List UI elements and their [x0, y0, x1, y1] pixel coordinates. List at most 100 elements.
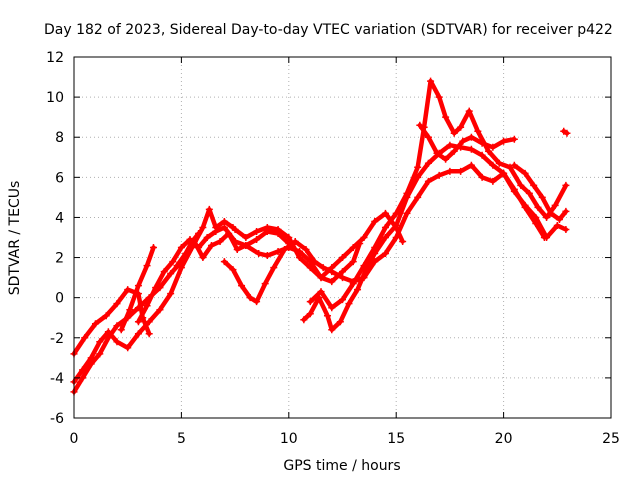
- data-point-marker: [160, 268, 168, 276]
- data-point-marker: [392, 221, 400, 229]
- data-point-marker: [113, 300, 121, 308]
- data-point-marker: [457, 123, 465, 131]
- data-point-marker: [543, 213, 551, 221]
- data-point-marker: [296, 254, 304, 262]
- data-point-marker: [143, 262, 151, 270]
- data-point-marker: [349, 280, 357, 288]
- data-point-marker: [354, 286, 362, 294]
- data-point-marker: [281, 246, 289, 254]
- data-point-marker: [349, 244, 357, 252]
- data-point-marker: [126, 306, 134, 314]
- data-point-marker: [306, 298, 314, 306]
- data-point-marker: [474, 127, 482, 135]
- data-point-marker: [339, 254, 346, 262]
- data-point-marker: [261, 280, 269, 288]
- data-point-marker: [79, 374, 87, 382]
- data-point-marker: [253, 298, 261, 306]
- data-point-marker: [246, 294, 254, 302]
- y-tick-labels: -6 -4 -2 0 2 4 6 8 10 12: [46, 50, 64, 427]
- x-axis-label: GPS time / hours: [283, 458, 400, 474]
- data-point-marker: [339, 296, 346, 304]
- data-point-marker: [143, 302, 151, 310]
- data-point-marker: [478, 173, 486, 181]
- data-point-marker: [336, 318, 344, 326]
- data-point-marker: [328, 278, 336, 286]
- data-point-marker: [562, 225, 570, 233]
- data-point-marker: [424, 133, 432, 141]
- y-tick-label: -6: [50, 411, 64, 427]
- data-point-marker: [360, 262, 368, 270]
- data-point-marker: [199, 223, 207, 231]
- data-point-marker: [102, 312, 110, 320]
- data-point-marker: [91, 320, 99, 328]
- data-point-marker: [510, 135, 518, 143]
- data-point-marker: [467, 145, 475, 153]
- data-point-marker: [220, 223, 228, 231]
- data-point-marker: [381, 250, 389, 258]
- data-point-marker: [253, 236, 261, 244]
- data-point-marker: [500, 137, 508, 145]
- data-point-marker: [562, 207, 570, 215]
- data-point-marker: [547, 209, 555, 217]
- y-tick-label: 6: [55, 170, 64, 186]
- data-point-marker: [263, 223, 271, 231]
- data-point-marker: [414, 163, 422, 171]
- data-point-marker: [328, 268, 336, 276]
- data-point-marker: [489, 177, 497, 185]
- data-point-marker: [478, 139, 486, 147]
- data-point-marker: [459, 137, 467, 145]
- data-point-marker: [532, 219, 540, 227]
- data-point-marker: [253, 227, 261, 235]
- y-tick-label: 4: [55, 210, 64, 226]
- data-point-marker: [81, 334, 89, 342]
- data-point-marker: [229, 266, 237, 274]
- x-tick-label: 5: [177, 431, 186, 447]
- data-point-marker: [233, 246, 241, 254]
- data-point-marker: [489, 161, 497, 169]
- data-point-marker: [207, 242, 215, 250]
- data-point-marker: [530, 181, 538, 189]
- data-point-marker: [450, 129, 458, 137]
- data-point-marker: [87, 360, 95, 368]
- data-point-marker: [328, 304, 336, 312]
- data-point-marker: [500, 169, 508, 177]
- data-point-marker: [317, 274, 325, 282]
- y-tick-label: 0: [55, 291, 64, 307]
- data-point-marker: [231, 225, 239, 233]
- data-point-marker: [381, 209, 389, 217]
- data-point-marker: [510, 161, 518, 169]
- y-tick-label: 10: [46, 90, 64, 106]
- data-point-marker: [156, 306, 164, 314]
- data-point-marker: [517, 181, 525, 189]
- data-point-marker: [450, 147, 458, 155]
- data-point-marker: [392, 209, 400, 217]
- data-point-marker: [177, 244, 185, 252]
- data-point-marker: [323, 312, 331, 320]
- data-point-marker: [433, 149, 441, 157]
- data-point-marker: [534, 203, 542, 211]
- data-point-marker: [134, 282, 142, 290]
- y-axis-label: SDTVAR / TECUs: [7, 181, 23, 296]
- data-point-marker: [424, 177, 432, 185]
- data-point-marker: [381, 234, 389, 241]
- data-point-marker: [465, 107, 473, 115]
- data-point-marker: [446, 167, 454, 175]
- data-point-marker: [255, 250, 263, 258]
- data-point-marker: [169, 258, 177, 266]
- data-point-marker: [553, 221, 561, 229]
- data-point-marker: [562, 181, 570, 189]
- data-point-marker: [220, 217, 228, 225]
- series-arc-10: [308, 78, 569, 310]
- data-point-marker: [134, 330, 142, 338]
- data-point-marker: [167, 290, 175, 298]
- data-point-marker: [345, 300, 353, 308]
- data-point-marker: [349, 258, 357, 266]
- data-point-marker: [124, 344, 132, 352]
- data-point-marker: [242, 234, 250, 241]
- data-point-marker: [489, 143, 497, 151]
- data-point-marker: [270, 264, 278, 272]
- y-tick-label: -4: [50, 371, 64, 387]
- data-point-marker: [145, 330, 153, 338]
- data-series: [70, 77, 571, 396]
